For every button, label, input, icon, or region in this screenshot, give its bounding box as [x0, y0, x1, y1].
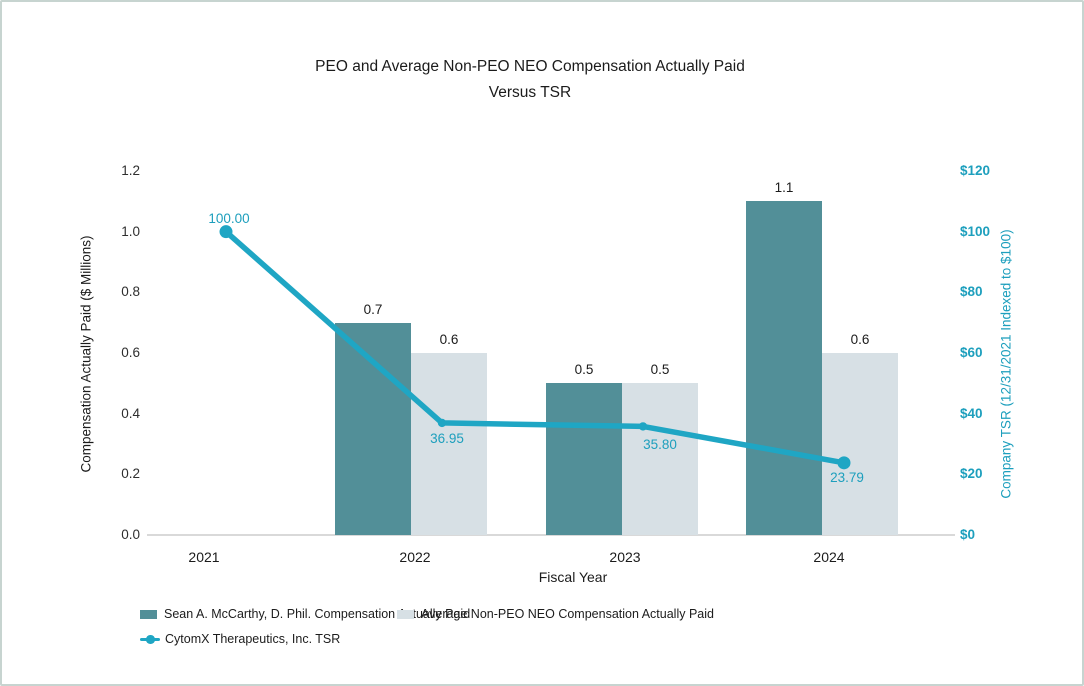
right-axis-tick: $60 — [960, 345, 983, 360]
bar-value-label: 0.7 — [363, 301, 383, 317]
tsr-point-2024 — [837, 456, 851, 470]
bar-peo-2023 — [546, 383, 622, 535]
bar-value-label: 1.1 — [774, 180, 794, 196]
x-axis-label-2022: 2022 — [399, 549, 431, 565]
bar-value-label: 0.6 — [439, 332, 459, 347]
legend-label-peo: Sean A. McCarthy, D. Phil. Compensation … — [164, 607, 471, 621]
x-axis-line — [147, 534, 955, 536]
right-axis-tick: $0 — [960, 527, 976, 542]
x-axis-label-2021: 2021 — [188, 549, 220, 565]
left-axis-tick: 0.6 — [121, 345, 140, 360]
tsr-value-label: 35.80 — [643, 437, 677, 453]
left-axis-tick: 0.0 — [121, 527, 140, 542]
legend-swatch-nonpeo — [397, 609, 414, 619]
right-axis-tick: $120 — [960, 163, 991, 178]
right-axis-tick: $80 — [960, 284, 983, 300]
bar-value-label: 0.5 — [650, 362, 670, 378]
tsr-line — [223, 228, 847, 466]
right-axis-tick: $20 — [960, 466, 983, 482]
bar-value-label: 0.6 — [850, 332, 870, 347]
legend-item-tsr: CytomX Therapeutics, Inc. TSR — [140, 632, 340, 646]
right-axis-tick: $40 — [960, 405, 983, 421]
left-axis-tick: 0.2 — [121, 466, 140, 482]
x-axis-label-2023: 2023 — [609, 549, 641, 565]
tsr-value-label: 36.95 — [430, 430, 464, 446]
bar-value-label: 0.5 — [574, 362, 594, 378]
x-axis-title: Fiscal Year — [538, 569, 608, 585]
bar-peo-2024 — [746, 201, 822, 535]
chart-title: PEO and Average Non-PEO NEO Compensation… — [130, 54, 930, 106]
legend-item-nonpeo: Average Non-PEO NEO Compensation Actuall… — [397, 607, 714, 621]
left-axis-tick: 1.0 — [121, 223, 140, 239]
chart-title-line1: PEO and Average Non-PEO NEO Compensation… — [315, 58, 745, 75]
tsr-point-2023 — [638, 422, 648, 431]
right-axis-tick: $100 — [960, 223, 991, 239]
bar-nonpeo-2024 — [822, 353, 898, 535]
bar-nonpeo-2023 — [622, 383, 698, 535]
legend-label-nonpeo: Average Non-PEO NEO Compensation Actuall… — [421, 607, 714, 621]
left-axis-tick: 1.2 — [121, 163, 140, 178]
legend-line-marker-icon — [140, 635, 160, 644]
bar-peo-2022 — [335, 322, 411, 535]
left-axis-tick: 0.8 — [121, 284, 140, 300]
tsr-value-label: 100.00 — [208, 210, 250, 226]
left-axis-tick: 0.4 — [121, 405, 140, 421]
x-axis-label-2024: 2024 — [813, 549, 845, 565]
tsr-point-2021 — [219, 225, 233, 239]
tsr-value-label: 23.79 — [830, 469, 864, 485]
legend-label-tsr: CytomX Therapeutics, Inc. TSR — [165, 632, 341, 646]
chart-title-line2: Versus TSR — [488, 84, 572, 101]
legend-swatch-peo — [140, 609, 157, 619]
bar-nonpeo-2022 — [411, 353, 487, 535]
tsr-point-2022 — [437, 418, 447, 428]
legend-item-peo: Sean A. McCarthy, D. Phil. Compensation … — [140, 607, 470, 621]
